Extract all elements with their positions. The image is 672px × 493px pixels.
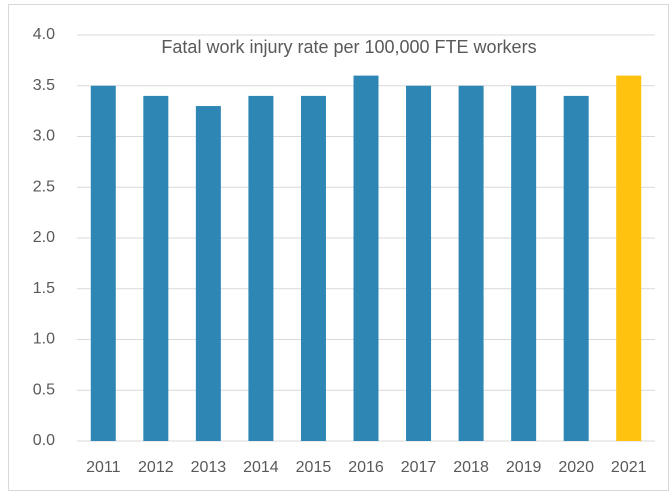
x-tick-label: 2011 xyxy=(86,459,121,476)
bar xyxy=(300,95,326,442)
y-tick-label: 1.5 xyxy=(33,280,55,297)
y-tick-label: 4.0 xyxy=(33,26,55,43)
x-tick-label: 2019 xyxy=(506,459,542,476)
y-tick-label: 0.0 xyxy=(33,432,55,449)
x-tick-label: 2017 xyxy=(401,459,437,476)
bar xyxy=(248,95,274,442)
bar xyxy=(353,75,379,441)
x-tick-label: 2018 xyxy=(453,459,489,476)
bar xyxy=(143,95,169,442)
bar xyxy=(195,106,221,442)
chart-frame xyxy=(8,4,669,491)
x-tick-label: 2015 xyxy=(296,459,332,476)
bar xyxy=(406,85,432,441)
chart-title: Fatal work injury rate per 100,000 FTE w… xyxy=(161,37,536,57)
bar xyxy=(458,85,484,441)
y-tick-label: 3.0 xyxy=(33,128,55,145)
x-tick-label: 2012 xyxy=(138,459,174,476)
x-tick-label: 2014 xyxy=(243,459,279,476)
x-tick-label: 2021 xyxy=(611,459,647,476)
y-tick-label: 1.0 xyxy=(33,331,55,348)
bar xyxy=(616,75,642,441)
bar xyxy=(511,85,537,441)
y-tick-label: 2.0 xyxy=(33,229,55,246)
bar xyxy=(90,85,116,441)
x-tick-label: 2020 xyxy=(558,459,594,476)
bar xyxy=(563,95,589,442)
y-tick-label: 3.5 xyxy=(33,77,55,94)
y-tick-label: 2.5 xyxy=(33,178,55,195)
y-tick-label: 0.5 xyxy=(33,381,55,398)
x-tick-label: 2013 xyxy=(191,459,227,476)
x-tick-label: 2016 xyxy=(348,459,384,476)
